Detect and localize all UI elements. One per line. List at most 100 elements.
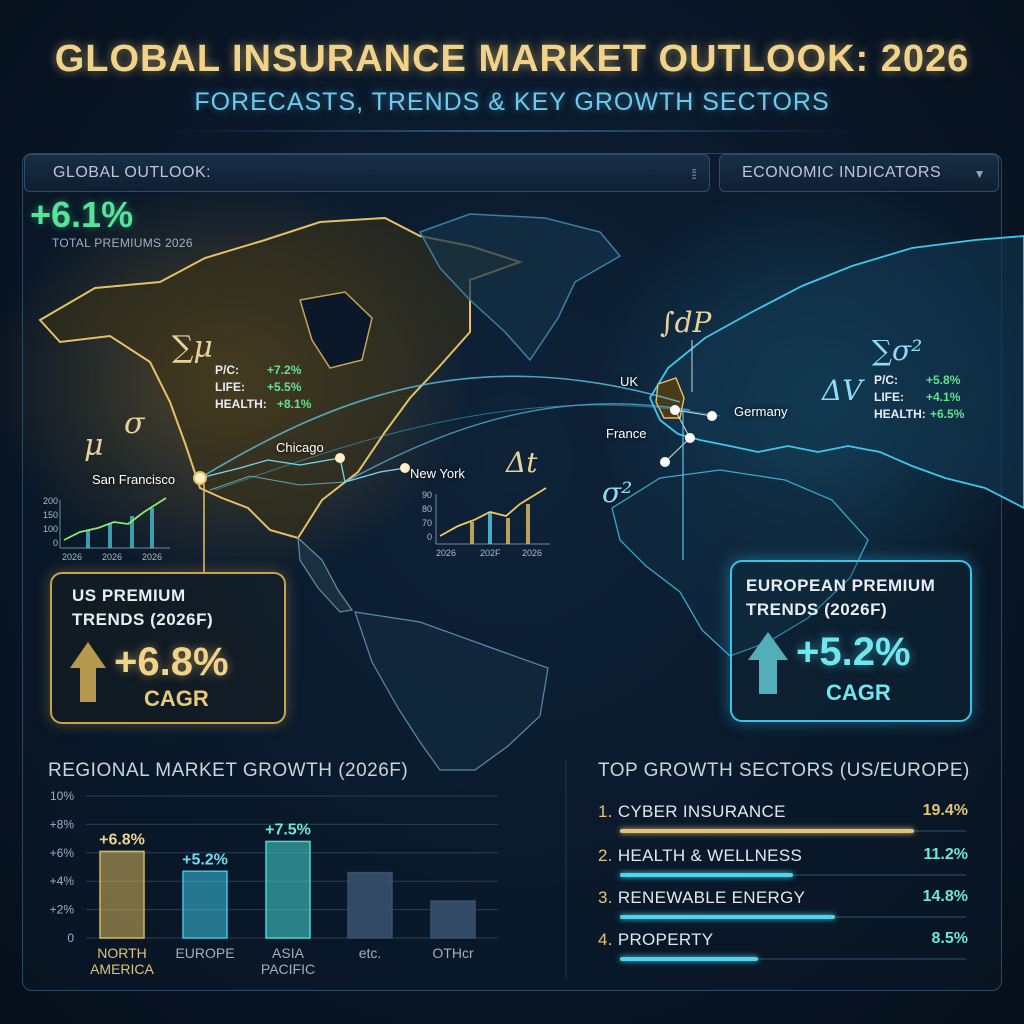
sector-rank: 3.	[598, 888, 618, 907]
mini-left-yaxis: 200 150 100 0	[42, 496, 58, 548]
us-trend-value: +6.8%	[114, 640, 229, 684]
sector-bar-track	[620, 958, 966, 960]
sector-bar-track	[620, 874, 966, 876]
us-stat-pc: P/C: +7.2%	[215, 363, 302, 377]
sector-name: 3. RENEWABLE ENERGY	[598, 888, 805, 908]
eu-stat-life: LIFE: +4.1%	[874, 390, 961, 404]
global-outlook-header[interactable]: GLOBAL OUTLOOK: ⁞⁞	[24, 154, 710, 192]
san-francisco-node	[193, 471, 207, 485]
south-america-shape	[354, 611, 549, 771]
total-premium-growth-value: +6.1%	[30, 194, 134, 235]
city-label-san-francisco: San Francisco	[92, 472, 176, 487]
sector-name: 4. PROPERTY	[598, 930, 713, 950]
uk-node	[670, 405, 680, 415]
bar-data-label: +6.8%	[99, 831, 145, 848]
y-tick-label: +2%	[50, 903, 75, 917]
sector-row: 2. HEALTH & WELLNESS 11.2%	[598, 846, 968, 886]
x-category-label: ASIA	[272, 945, 305, 961]
greenland-shape	[418, 213, 622, 362]
regional-growth-title: REGIONAL MARKET GROWTH (2026F)	[48, 760, 409, 781]
bar-europe	[182, 870, 228, 939]
x-category-label: etc.	[359, 945, 382, 961]
us-premium-trends-card	[50, 572, 286, 724]
sector-bar-fill	[620, 873, 793, 877]
mini-left-xtick-2: 2026	[102, 552, 123, 562]
us-stat-health: HEALTH: +8.1%	[215, 397, 312, 411]
page-subtitle: FORECASTS, TRENDS & KEY GROWTH SECTORS	[194, 88, 830, 116]
chevron-down-icon[interactable]: ▼	[973, 167, 986, 181]
up-arrow-icon-eu	[748, 632, 788, 694]
us-network-line-2	[209, 475, 346, 491]
chicago-node	[335, 453, 345, 463]
sigma-squared-symbol: σ²	[602, 476, 633, 509]
eu-trend-value: +5.2%	[796, 630, 911, 674]
us-trend-cagr-label: CAGR	[144, 686, 209, 711]
eu-segment-stats: P/C: +5.8% LIFE: +4.1% HEALTH: +6.5%	[874, 372, 964, 423]
sector-row: 4. PROPERTY 8.5%	[598, 930, 968, 970]
france-node	[685, 433, 695, 443]
city-label-chicago: Chicago	[276, 440, 324, 455]
sigma-symbol: σ	[124, 406, 145, 441]
sector-growth-value: 8.5%	[931, 930, 968, 947]
north-america-shape	[38, 216, 524, 540]
eu-trend-title: EUROPEAN PREMIUM TRENDS (2026F)	[746, 576, 936, 619]
mu-symbol: μ	[84, 428, 104, 463]
mini-chart-left	[59, 497, 170, 549]
sector-growth-value: 14.8%	[922, 888, 968, 905]
city-label-new-york: New York	[410, 466, 465, 481]
bar-asia-pacific	[265, 840, 311, 939]
city-label-germany: Germany	[734, 404, 788, 419]
mini-chart-right	[435, 487, 550, 545]
eu-stat-health: HEALTH: +6.5%	[874, 407, 965, 421]
city-label-france: France	[606, 426, 647, 441]
hudson-bay-shape	[299, 291, 373, 369]
sector-label: CYBER INSURANCE	[617, 802, 786, 821]
top-sectors-title: TOP GROWTH SECTORS (US/EUROPE)	[598, 760, 970, 781]
mini-right-xtick-1: 2026	[436, 548, 457, 558]
transatlantic-route-1	[199, 375, 681, 479]
sector-name: 2. HEALTH & WELLNESS	[598, 846, 802, 866]
sector-rank: 1.	[598, 802, 618, 821]
sector-rank: 4.	[598, 930, 618, 949]
drag-handle-icon[interactable]: ⁞⁞	[691, 166, 697, 182]
y-tick-label: +8%	[50, 817, 75, 831]
sector-label: HEALTH & WELLNESS	[617, 846, 803, 865]
sector-bar-fill	[620, 957, 758, 961]
sector-bar-fill	[620, 915, 835, 919]
bar-othcr	[430, 900, 476, 939]
sector-row: 1. CYBER INSURANCE 19.4%	[598, 802, 968, 842]
delta-t-symbol: Δt	[506, 446, 538, 479]
bar-data-label: +5.2%	[182, 851, 228, 868]
us-segment-stats: P/C: +7.2% LIFE: +5.5% HEALTH: +8.1%	[215, 362, 311, 413]
sector-bar-fill	[620, 829, 914, 833]
sector-label: PROPERTY	[617, 930, 714, 949]
central-america-shape	[297, 536, 354, 613]
sum-mu-symbol: ∑μ	[172, 330, 213, 365]
bar-data-label: +7.5%	[265, 821, 311, 838]
total-premium-growth-label: TOTAL PREMIUMS 2026	[52, 236, 193, 250]
sector-row: 3. RENEWABLE ENERGY 14.8%	[598, 888, 968, 928]
economic-indicators-dropdown[interactable]: ECONOMIC INDICATORS ▼	[719, 154, 999, 192]
x-category-label: PACIFIC	[261, 961, 315, 977]
up-arrow-icon	[70, 642, 106, 702]
sector-growth-value: 11.2%	[923, 846, 968, 863]
sector-rank: 2.	[598, 846, 618, 865]
eu-trend-cagr-label: CAGR	[826, 680, 891, 705]
x-category-label: NORTH	[97, 945, 147, 961]
sector-growth-value: 19.4%	[922, 802, 968, 819]
x-category-label: OTHcr	[432, 945, 474, 961]
y-tick-label: 10%	[50, 789, 74, 803]
mini-left-xtick-1: 2026	[62, 552, 83, 562]
global-outlook-label: GLOBAL OUTLOOK:	[53, 164, 212, 181]
x-category-label: AMERICA	[90, 961, 154, 977]
sum-sigma-squared-symbol: ∑σ²	[872, 334, 923, 367]
y-tick-label: 0	[67, 931, 74, 945]
city-label-uk: UK	[620, 374, 639, 389]
new-york-node	[400, 463, 410, 473]
y-tick-label: +4%	[50, 874, 75, 888]
mini-left-xtick-3: 2026	[142, 552, 163, 562]
integral-dp-symbol: ∫dP	[660, 306, 712, 339]
sector-label: RENEWABLE ENERGY	[617, 888, 806, 907]
germany-node	[707, 411, 717, 421]
